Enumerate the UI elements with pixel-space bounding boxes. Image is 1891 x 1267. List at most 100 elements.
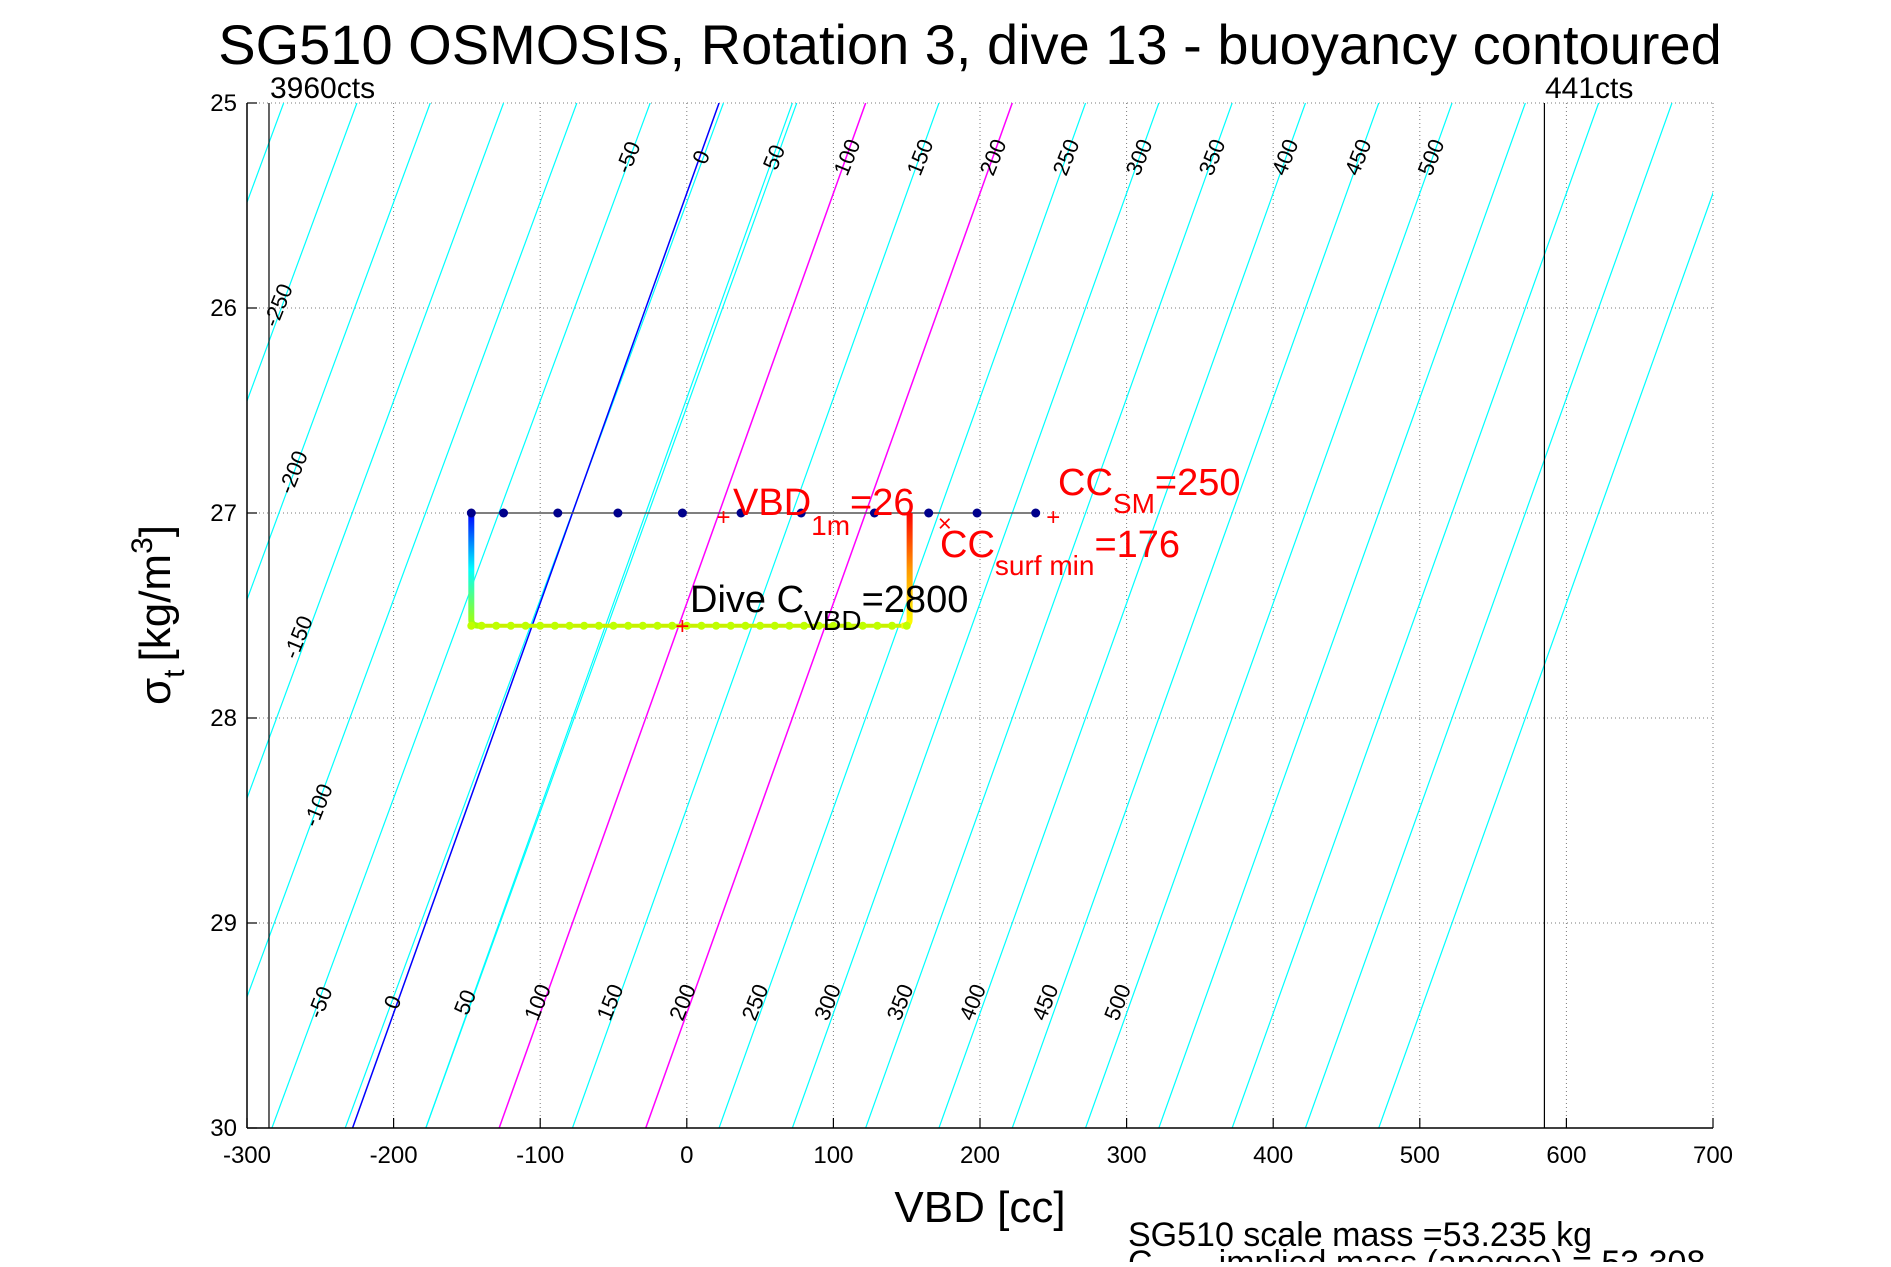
right-limit-label: 441cts [1545, 72, 1633, 105]
y-axis-label: σt [kg/m3] [126, 525, 191, 705]
y-tick-label: 25 [210, 90, 237, 117]
contour-line [1378, 191, 1713, 1128]
profile-top-dot [972, 508, 982, 518]
contour-line [247, 103, 578, 999]
y-tick-label: 29 [210, 910, 237, 937]
contour-line [571, 103, 940, 1128]
profile-bottom-dot [814, 621, 823, 630]
annotation-cc-surf-tail: =176 [1094, 524, 1180, 566]
profile-bottom-dot [873, 621, 882, 630]
y-tick-label: 27 [210, 500, 237, 527]
contour-line [247, 103, 505, 800]
profile-bottom-dot [888, 621, 897, 630]
x-tick-label: -100 [516, 1142, 564, 1169]
contour-line [1084, 103, 1453, 1128]
profile-bottom-dot [668, 621, 677, 630]
profile-bottom-dot [785, 621, 794, 630]
profile-bottom-dot [712, 621, 721, 630]
x-tick-label: 0 [680, 1142, 693, 1169]
annotation-vbd-1m-sub: 1m [811, 510, 850, 541]
y-tick-label: 30 [210, 1115, 237, 1142]
limit-layer [268, 103, 1546, 1128]
profile-bottom-dot [594, 621, 603, 630]
profile-bottom-dot [609, 621, 618, 630]
annotation-dive-cvbd: Dive CVBD=2800 [690, 579, 968, 636]
x-tick-label: 600 [1546, 1142, 1586, 1169]
contour-line [791, 103, 1160, 1128]
x-tick-label: -200 [370, 1142, 418, 1169]
profile-bottom-dot [580, 621, 589, 630]
contour-line [271, 103, 651, 1128]
profile-bottom-dot [624, 621, 633, 630]
profile-top-dot [869, 508, 879, 518]
profile-bottom-dot [697, 621, 706, 630]
profile-bottom-dot [770, 621, 779, 630]
contour-line [1158, 103, 1526, 1128]
x-tick-label: 300 [1107, 1142, 1147, 1169]
profile-bottom-dot [829, 621, 838, 630]
profile-bottom-dot [844, 621, 853, 630]
annotation-dive-cvbd-sub: VBD [804, 605, 862, 636]
axis-layer: -300 -200 -100 0 100 200 300 400 500 600 700 25 26 27… [210, 90, 1733, 1169]
profile-top-dot [499, 508, 509, 518]
profile-top-dot [466, 508, 476, 518]
contour-line [247, 103, 358, 403]
profile-bottom-dot [756, 621, 765, 630]
x-axis-label: VBD [cc] [894, 1183, 1065, 1232]
profile-bottom-dot [858, 621, 867, 630]
profile-bottom-dot [800, 621, 809, 630]
profile-bottom-dot [638, 621, 647, 630]
profile-bottom-dot [741, 621, 750, 630]
marker-layer: + + + × [675, 504, 1060, 640]
annotation-cc-sm-tail: =250 [1155, 462, 1241, 504]
y-axis-label-main: σ [131, 678, 180, 705]
profile-top-dot [796, 508, 806, 518]
y-tick-label: 26 [210, 295, 237, 322]
profile-bottom-dot [902, 621, 911, 630]
marker: + [1046, 504, 1060, 531]
contour-line [498, 103, 867, 1128]
annotation-cc-sm: CCSM=250 [1058, 462, 1240, 519]
annotation-vbd-1m-tail: =26 [850, 482, 914, 524]
x-tick-label: -300 [223, 1142, 271, 1169]
annotation-vbd-1m-main: VBD [733, 482, 811, 524]
y-axis-label-close: ] [131, 525, 180, 537]
profile-bottom-dot [467, 621, 476, 630]
y-axis-label-unit: [kg/m [131, 554, 180, 662]
contour-line [425, 103, 798, 1128]
contour-line [247, 103, 431, 602]
left-limit-label: 3960cts [270, 72, 375, 105]
profile-bottom-dot [536, 621, 545, 630]
marker: × [938, 510, 952, 537]
annotation-dive-cvbd-main: Dive C [690, 579, 804, 621]
contour-line [718, 103, 1087, 1128]
profile-top-dot [736, 508, 746, 518]
contour-line [425, 103, 793, 1128]
profile-bottom-dot [726, 621, 735, 630]
contour-line [1231, 103, 1600, 1128]
profile-bottom-dot [653, 621, 662, 630]
profile-bottom-dot [565, 621, 574, 630]
x-tick-label: 200 [960, 1142, 1000, 1169]
x-tick-label: 400 [1253, 1142, 1293, 1169]
profile-top-dot [1031, 508, 1041, 518]
profile-top-dot [553, 508, 563, 518]
profile-top-dot [613, 508, 623, 518]
y-axis-label-sub: t [158, 669, 191, 678]
x-tick-label: 700 [1693, 1142, 1733, 1169]
profile-bottom-dot [477, 621, 486, 630]
profile-bottom-dot [506, 621, 515, 630]
annotation-dive-cvbd-tail: =2800 [862, 579, 969, 621]
contour-line [865, 103, 1233, 1128]
chart-title: SG510 OSMOSIS, Rotation 3, dive 13 - buo… [218, 13, 1722, 76]
footer-line-1: SG510 scale mass =53.235 kg [1128, 1216, 1592, 1254]
annotation-cc-sm-sub: SM [1113, 488, 1155, 519]
contour-line [938, 103, 1307, 1128]
x-tick-label: 500 [1400, 1142, 1440, 1169]
contour-line [351, 103, 720, 1128]
annotation-cc-surf-sub: surf min [995, 550, 1095, 581]
contour-line [344, 103, 725, 1128]
profile-top-dot [924, 508, 934, 518]
